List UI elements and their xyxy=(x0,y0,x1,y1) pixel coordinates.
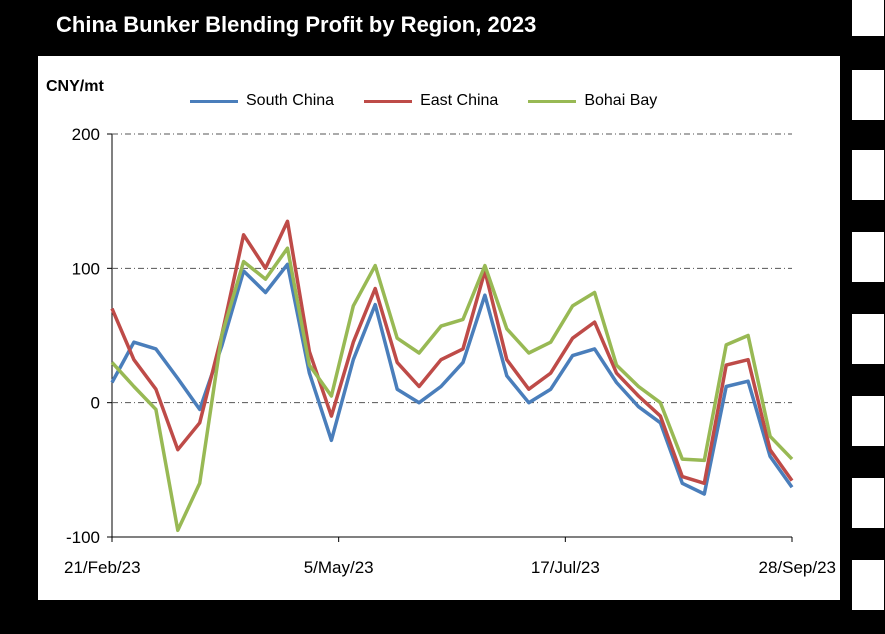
legend-label: Bohai Bay xyxy=(584,92,658,109)
y-tick-label: -100 xyxy=(66,528,100,547)
title-bar: China Bunker Blending Profit by Region, … xyxy=(38,0,840,56)
legend: South China East China Bohai Bay xyxy=(190,92,657,110)
edge-bar xyxy=(852,0,884,36)
legend-item-bohai-bay: Bohai Bay xyxy=(528,92,657,110)
series-line-east-china xyxy=(110,219,794,486)
chart-card: China Bunker Blending Profit by Region, … xyxy=(38,0,840,600)
edge-bar xyxy=(852,478,884,528)
x-tick-label: 28/Sep/23 xyxy=(758,558,836,577)
legend-item-south-china: South China xyxy=(190,92,334,110)
series-line-south-china xyxy=(110,262,794,496)
edge-bar xyxy=(852,396,884,446)
legend-label: South China xyxy=(246,92,335,109)
legend-label: East China xyxy=(420,92,499,109)
edge-bar xyxy=(852,314,884,364)
x-tick-label: 17/Jul/23 xyxy=(531,558,600,577)
y-tick-label: 0 xyxy=(91,394,100,413)
x-tick-label: 21/Feb/23 xyxy=(64,558,141,577)
y-tick-label: 200 xyxy=(72,125,100,144)
legend-swatch xyxy=(364,99,413,103)
edge-bar xyxy=(852,560,884,610)
legend-swatch xyxy=(528,99,577,103)
y-tick-label: 100 xyxy=(72,259,100,278)
plot-area: 200 100 0 -100 21/Feb/23 5/May/23 17/Jul/23 28/… xyxy=(64,125,836,577)
edge-bar xyxy=(852,150,884,200)
y-unit-label: CNY/mt xyxy=(46,78,104,95)
chart-title: China Bunker Blending Profit by Region, … xyxy=(56,12,537,37)
legend-item-east-china: East China xyxy=(364,92,498,110)
edge-bar xyxy=(852,232,884,282)
x-tick-label: 5/May/23 xyxy=(304,558,374,577)
edge-bar xyxy=(852,70,884,120)
series-line-bohai-bay xyxy=(110,246,794,533)
legend-swatch xyxy=(190,99,238,103)
